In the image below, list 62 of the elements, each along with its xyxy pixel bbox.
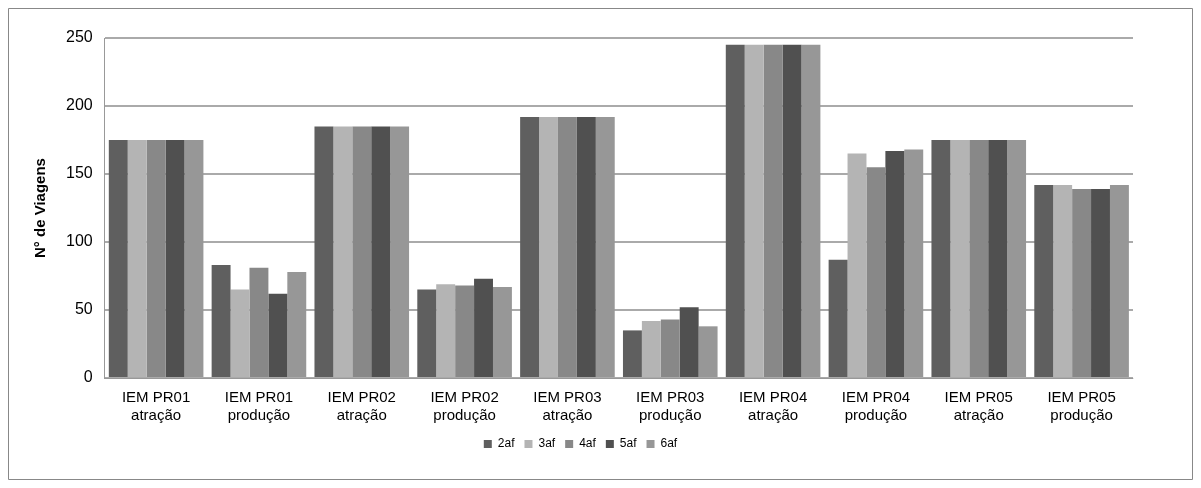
bar bbox=[660, 319, 680, 377]
x-tick-label: IEM PR04 atração bbox=[738, 388, 808, 424]
bar bbox=[1034, 184, 1054, 377]
y-tick-label: 100 bbox=[65, 232, 93, 250]
bar bbox=[352, 126, 372, 377]
bar bbox=[211, 265, 231, 377]
bar bbox=[474, 278, 493, 377]
bar bbox=[969, 140, 989, 377]
bar bbox=[866, 167, 886, 377]
bar bbox=[698, 326, 718, 377]
x-tick-label: IEM PR05 produção bbox=[1047, 388, 1116, 424]
bar bbox=[904, 149, 924, 377]
x-tick-label: IEM PR03 produção bbox=[636, 388, 705, 424]
bar bbox=[885, 150, 905, 377]
bar bbox=[1091, 188, 1110, 377]
bar bbox=[455, 285, 475, 377]
bar bbox=[1007, 140, 1027, 377]
legend-label: 5af bbox=[619, 436, 638, 451]
y-axis-title: N° de Viagens bbox=[31, 158, 49, 258]
bar bbox=[249, 267, 269, 377]
y-tick-label: 150 bbox=[65, 164, 93, 182]
bar bbox=[828, 259, 848, 377]
bar bbox=[595, 116, 615, 377]
bar bbox=[268, 293, 288, 377]
bar bbox=[492, 286, 512, 377]
x-tick-label: IEM PR03 atração bbox=[533, 388, 602, 424]
x-tick-label: IEM PR02 atração bbox=[327, 388, 396, 424]
bar bbox=[165, 140, 185, 377]
bar bbox=[314, 126, 334, 377]
bar bbox=[520, 116, 540, 377]
x-tick-label: IEM PR04 produção bbox=[841, 388, 911, 424]
bar bbox=[576, 116, 596, 377]
bar bbox=[988, 140, 1008, 377]
bar bbox=[931, 140, 951, 377]
bar bbox=[557, 116, 577, 377]
bar bbox=[1109, 184, 1129, 377]
y-tick-label: 0 bbox=[83, 368, 93, 386]
x-tick-label: IEM PR01 atração bbox=[121, 388, 191, 424]
y-tick-label: 50 bbox=[74, 300, 93, 318]
y-tick-label: 250 bbox=[65, 28, 93, 46]
bar bbox=[146, 140, 166, 377]
legend-label: 3af bbox=[538, 436, 556, 451]
bar bbox=[417, 289, 437, 377]
y-tick-label: 200 bbox=[65, 96, 93, 114]
bar bbox=[801, 44, 821, 377]
x-tick-label: IEM PR01 produção bbox=[224, 388, 294, 424]
bar bbox=[390, 126, 410, 377]
x-tick-label: IEM PR05 atração bbox=[944, 388, 1013, 424]
legend-label: 4af bbox=[579, 436, 597, 451]
bar bbox=[782, 44, 802, 377]
x-tick-label: IEM PR02 produção bbox=[430, 388, 499, 424]
legend-label: 6af bbox=[660, 436, 678, 451]
bar bbox=[371, 126, 391, 377]
bar bbox=[108, 140, 128, 377]
legend-label: 2af bbox=[497, 436, 516, 451]
bar bbox=[184, 140, 204, 377]
bar bbox=[622, 330, 642, 377]
bar bbox=[287, 271, 307, 377]
bar bbox=[1072, 188, 1092, 377]
bar bbox=[679, 307, 699, 377]
bar bbox=[763, 44, 783, 377]
bar bbox=[725, 44, 745, 377]
